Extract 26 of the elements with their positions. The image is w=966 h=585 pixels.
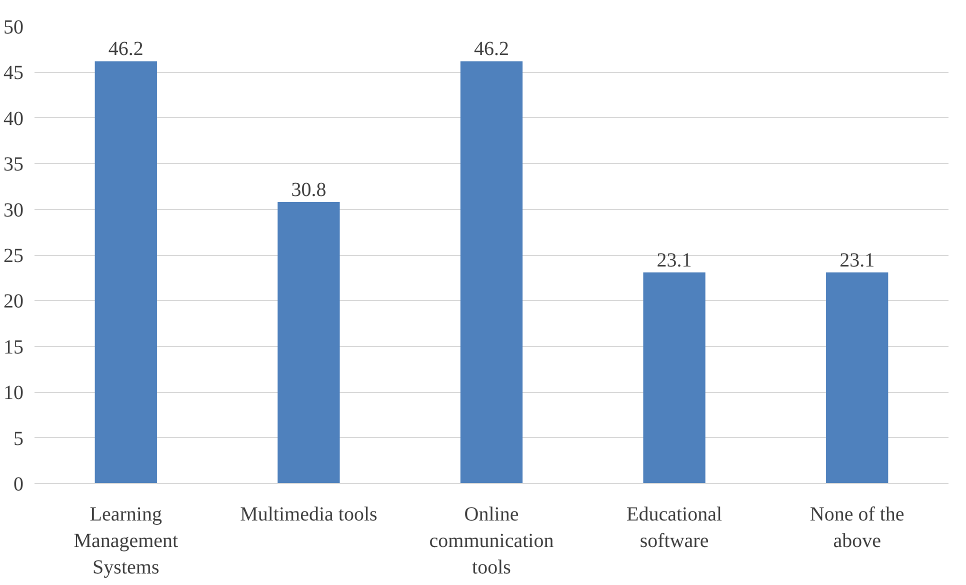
bar xyxy=(460,61,523,484)
y-tick-label: 45 xyxy=(4,62,24,84)
data-label: 46.2 xyxy=(108,38,144,60)
bar xyxy=(278,202,340,484)
y-tick-label: 15 xyxy=(4,336,24,358)
y-tick-label: 40 xyxy=(4,108,24,130)
y-tick-label: 5 xyxy=(14,428,24,450)
x-tick-label: Online communication tools xyxy=(429,504,554,578)
y-tick-label: 10 xyxy=(4,382,24,404)
y-tick-label: 0 xyxy=(14,474,24,496)
y-tick-label: 20 xyxy=(4,290,24,313)
x-tick-label: Learning Management Systems xyxy=(74,504,179,578)
data-label: 30.8 xyxy=(291,178,326,201)
data-label: 23.1 xyxy=(840,249,875,272)
y-tick-label: 25 xyxy=(4,245,24,267)
x-tick-label: Multimedia tools xyxy=(240,504,378,526)
y-tick-label: 35 xyxy=(4,154,24,176)
y-tick-label: 50 xyxy=(4,16,24,38)
x-tick-label: None of the above xyxy=(810,504,904,552)
y-tick-label: 30 xyxy=(4,199,24,222)
data-label: 23.1 xyxy=(656,249,692,272)
bar xyxy=(643,272,706,484)
data-label: 46.2 xyxy=(474,38,509,60)
x-tick-label: Educational software xyxy=(626,504,722,552)
bar xyxy=(94,61,157,484)
bar xyxy=(826,272,888,484)
